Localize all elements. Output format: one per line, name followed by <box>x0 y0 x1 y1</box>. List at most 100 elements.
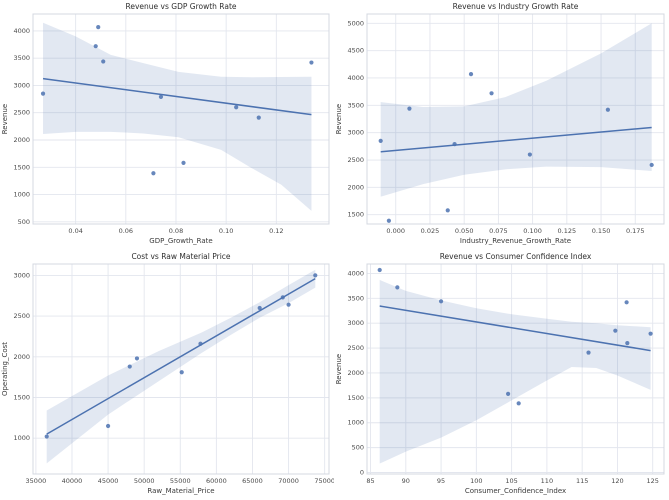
data-point <box>648 331 653 336</box>
plot-area <box>33 14 329 224</box>
data-point <box>489 91 494 96</box>
x-tick-label: 0.04 <box>68 227 82 235</box>
y-tick-label: 4000 <box>347 269 364 277</box>
y-tick-label: 2000 <box>13 136 30 144</box>
y-tick-label: 3000 <box>13 271 30 279</box>
data-point <box>438 299 444 304</box>
y-tick-label: 1500 <box>13 163 30 171</box>
data-point <box>468 72 474 77</box>
y-tick-label: 1500 <box>347 394 364 402</box>
x-tick-label: 0.150 <box>592 227 611 235</box>
axes-spines <box>366 263 665 475</box>
y-tick-label: 4000 <box>13 27 30 35</box>
x-tick-label: 65000 <box>242 477 263 485</box>
data-point <box>625 341 630 346</box>
y-tick-label: 2000 <box>347 183 364 191</box>
subplot-revenue-vs-industry-growth-rate: 1500 2000 2500 3000 3500 4000 4500 5000 0.000 0.0… <box>334 0 669 250</box>
data-point <box>134 356 140 361</box>
data-point <box>127 364 132 369</box>
y-axis-label: Revenue <box>335 354 343 385</box>
data-point <box>105 423 111 429</box>
y-tick-label: 1000 <box>13 434 30 442</box>
x-tick-label: 50000 <box>134 477 155 485</box>
x-tick-label: 0.10 <box>219 227 233 235</box>
data-point <box>181 160 186 166</box>
axes-spines <box>366 13 665 225</box>
x-tick-label: 115 <box>576 477 588 485</box>
chart-title: Revenue vs Industry Growth Rate <box>453 2 579 11</box>
x-tick-label: 70000 <box>278 477 299 485</box>
x-tick-label: 105 <box>505 477 517 485</box>
data-point <box>407 106 412 111</box>
confidence-band <box>380 23 652 197</box>
data-point <box>386 218 391 223</box>
data-point <box>93 44 98 49</box>
y-tick-label: 1000 <box>13 191 30 199</box>
data-point <box>44 434 49 439</box>
x-tick-label: 0.125 <box>558 227 577 235</box>
data-point <box>96 24 101 30</box>
y-tick-label: 0 <box>360 469 364 477</box>
data-point <box>452 142 457 147</box>
y-tick-label: 3000 <box>347 319 364 327</box>
data-point <box>378 138 383 143</box>
x-tick-label: 125 <box>647 477 659 485</box>
y-tick-label: 3500 <box>347 101 364 109</box>
x-axis-label: Industry_Revenue_Growth_Rate <box>460 237 571 245</box>
data-point <box>234 105 239 110</box>
chart-title: Revenue vs Consumer Confidence Index <box>440 252 592 261</box>
data-point <box>445 208 450 213</box>
data-point <box>309 60 314 65</box>
x-tick-label: 120 <box>611 477 623 485</box>
data-point <box>280 295 285 300</box>
plot-area <box>367 264 664 474</box>
plot-area <box>367 14 664 224</box>
y-tick-label: 3500 <box>13 54 30 62</box>
data-point <box>605 107 610 112</box>
y-tick-label: 1500 <box>347 211 364 219</box>
x-tick-label: 55000 <box>170 477 191 485</box>
axes-spines <box>32 13 330 225</box>
y-axis-label: Revenue <box>335 104 343 135</box>
x-tick-label: 0.075 <box>489 227 508 235</box>
data-point <box>395 285 400 290</box>
x-tick-label: 0.08 <box>169 227 183 235</box>
x-tick-label: 35000 <box>26 477 47 485</box>
x-tick-label: 90 <box>402 477 410 485</box>
x-tick-label: 110 <box>541 477 553 485</box>
x-tick-label: 75000 <box>314 477 334 485</box>
y-tick-label: 4000 <box>347 74 364 82</box>
y-tick-label: 2500 <box>347 344 364 352</box>
y-tick-label: 2000 <box>13 353 30 361</box>
chart-title: Cost vs Raw Material Price <box>131 252 230 261</box>
data-point <box>624 300 629 305</box>
x-axis-label: GDP_Growth_Rate <box>149 237 212 245</box>
y-tick-label: 5000 <box>347 19 364 27</box>
x-tick-label: 60000 <box>206 477 227 485</box>
x-tick-label: 85 <box>366 477 374 485</box>
x-tick-label: 40000 <box>62 477 83 485</box>
subplot-cost-vs-raw-material-price: 1000 1500 2000 2500 3000 35000 40000 45000 50000… <box>0 250 334 500</box>
y-tick-label: 2500 <box>13 109 30 117</box>
data-point <box>40 91 46 96</box>
data-point <box>158 94 164 100</box>
data-point <box>586 350 591 355</box>
y-tick-label: 2000 <box>347 369 364 377</box>
data-point <box>286 302 291 307</box>
data-point <box>256 115 261 120</box>
x-tick-label: 0.175 <box>626 227 645 235</box>
x-axis-label: Raw_Material_Price <box>147 487 214 495</box>
y-tick-label: 2500 <box>13 312 30 320</box>
y-tick-label: 3000 <box>347 129 364 137</box>
chart-svg: 1000 1500 2000 2500 3000 35000 40000 45000 50000… <box>1 252 334 495</box>
y-tick-label: 3000 <box>13 81 30 89</box>
data-point <box>505 391 511 396</box>
subplot-revenue-vs-consumer-confidence-index: 0 500 1000 1500 2000 2500 3000 3500 4000 85 90 95 10… <box>334 250 669 500</box>
y-tick-label: 500 <box>352 444 364 452</box>
x-tick-label: 95 <box>437 477 445 485</box>
confidence-band <box>379 279 651 464</box>
data-point <box>613 328 618 333</box>
data-point <box>313 273 318 278</box>
data-point <box>151 171 156 176</box>
